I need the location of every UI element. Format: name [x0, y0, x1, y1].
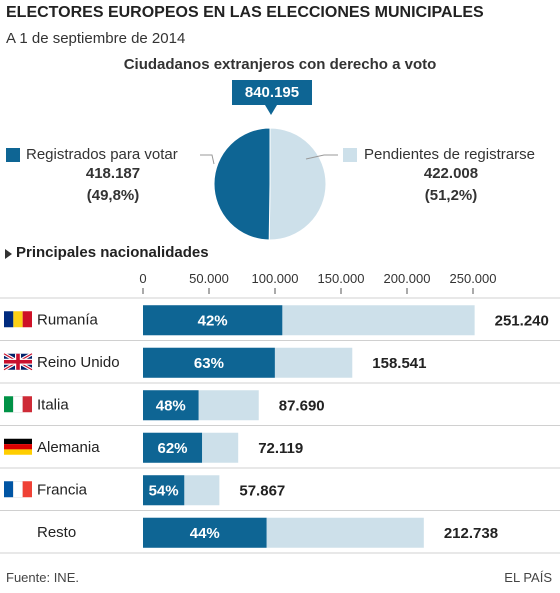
bar-pct-label: 48%	[156, 397, 186, 414]
italy-flag-icon	[4, 396, 32, 413]
pie-title: Ciudadanos extranjeros con derecho a vot…	[123, 56, 437, 73]
x-tick-label: 50.000	[189, 271, 229, 286]
bar-total-label: 57.867	[239, 482, 285, 499]
bar-row: Resto 44% 212.738	[37, 517, 498, 548]
category-label: Rumanía	[37, 311, 99, 328]
legend-swatch-registered	[6, 148, 20, 162]
category-label: Resto	[37, 524, 76, 541]
leader-line-pending	[305, 154, 338, 160]
category-label: Italia	[37, 396, 69, 413]
bar-total-label: 158.541	[372, 355, 426, 372]
pie-slice-registered	[213, 128, 271, 241]
footer-brand: EL PAÍS	[504, 570, 552, 585]
bar-row: Francia 54% 57.867	[4, 475, 285, 506]
category-label: Reino Unido	[37, 354, 120, 371]
bar-registered	[143, 305, 283, 336]
bar-chart: 0 50.000 100.000 150.000 200.000 250.000 Ruman…	[0, 271, 560, 554]
bar-total-label: 87.690	[279, 397, 325, 414]
x-tick-label: 200.000	[384, 271, 431, 286]
legend-value-pending: 422.008	[423, 165, 479, 182]
uk-flag-icon	[3, 352, 33, 372]
romania-flag-icon	[4, 311, 32, 328]
bar-pct-label: 63%	[194, 355, 224, 372]
category-label: Alemania	[37, 439, 100, 456]
x-tick-label: 150.000	[318, 271, 365, 286]
bar-row: Rumanía 42% 251.240	[4, 305, 549, 336]
legend-swatch-pending	[343, 148, 357, 162]
bar-pct-label: 42%	[198, 312, 228, 329]
pie-chart	[213, 128, 327, 241]
section-marker-icon	[5, 249, 12, 259]
bar-pct-label: 54%	[149, 482, 179, 499]
pie-leader-lines	[200, 154, 338, 165]
bar-row: Italia 48% 87.690	[4, 390, 325, 421]
legend-value-registered: 418.187	[85, 165, 141, 182]
bar-row: Alemania 62% 72.119	[4, 432, 303, 463]
germany-flag-icon	[4, 438, 32, 455]
chart-title: ELECTORES EUROPEOS EN LAS ELECCIONES MUN…	[6, 4, 484, 21]
bar-total-label: 251.240	[495, 312, 549, 329]
bar-registered	[143, 475, 185, 506]
bar-row: Reino Unido 63% 158.541	[3, 347, 427, 378]
total-badge: 840.195	[232, 80, 312, 105]
france-flag-icon	[4, 481, 32, 498]
bar-registered	[143, 432, 203, 463]
bar-pct-label: 62%	[157, 440, 187, 457]
chart-subtitle: A 1 de septiembre de 2014	[6, 30, 186, 47]
bar-registered	[143, 517, 267, 548]
legend-label-pending: Pendientes de registrarse	[364, 146, 535, 163]
bar-total-label: 72.119	[258, 440, 303, 457]
leader-line-registered	[200, 154, 215, 165]
legend-label-registered: Registrados para votar	[26, 146, 178, 163]
category-label: Francia	[37, 481, 88, 498]
bar-registered	[143, 390, 199, 421]
legend-pct-registered: (49,8%)	[86, 187, 140, 204]
x-tick-label: 250.000	[450, 271, 497, 286]
bar-registered	[143, 347, 275, 378]
x-tick-label: 0	[139, 271, 146, 286]
section-title: Principales nacionalidades	[16, 244, 209, 261]
pie-slice-pending	[268, 128, 327, 241]
bar-pct-label: 44%	[190, 525, 220, 542]
footer-source: Fuente: INE.	[6, 570, 79, 585]
bar-total-label: 212.738	[444, 525, 498, 542]
x-tick-label: 100.000	[252, 271, 299, 286]
total-badge-pointer	[265, 105, 277, 115]
legend-pct-pending: (51,2%)	[424, 187, 478, 204]
